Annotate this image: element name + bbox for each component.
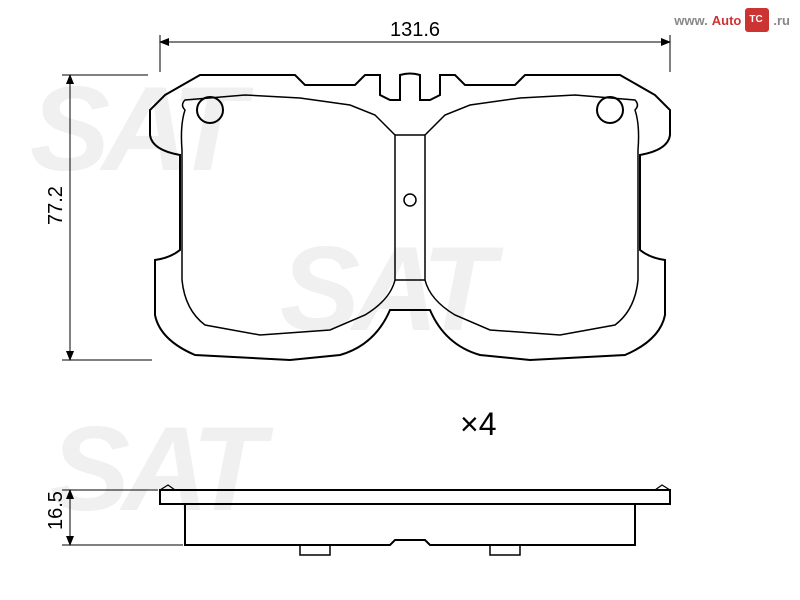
height-dimension (62, 75, 152, 360)
drawing-canvas: SAT SAT SAT 131.6 77.2 ×4 16.5 www. Auto… (0, 0, 800, 600)
site-watermark: www. Auto .ru (674, 8, 790, 32)
wm-suffix: .ru (773, 13, 790, 28)
quantity-label: ×4 (460, 406, 496, 442)
side-view (160, 485, 670, 555)
wm-prefix: www. (674, 13, 707, 28)
wm-mid: Auto (712, 13, 742, 28)
wm-logo-icon (745, 8, 769, 32)
height-dim-value: 77.2 (45, 186, 67, 225)
thickness-dimension (62, 490, 183, 545)
width-dim-value: 131.6 (390, 19, 440, 41)
top-view (150, 74, 670, 361)
technical-drawing: 131.6 77.2 ×4 16.5 (0, 0, 800, 600)
thickness-dim-value: 16.5 (45, 491, 67, 530)
